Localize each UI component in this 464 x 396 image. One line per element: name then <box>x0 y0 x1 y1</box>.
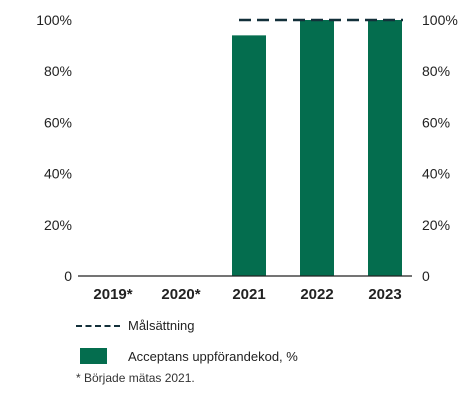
y-tick-label-right: 100% <box>422 12 458 28</box>
bar <box>368 20 402 276</box>
y-tick-label-right: 80% <box>422 63 450 79</box>
x-tick-label: 2020* <box>161 286 200 303</box>
legend-dash-marker <box>76 324 120 327</box>
y-tick-label-left: 80% <box>44 63 72 79</box>
bar <box>232 35 266 276</box>
chart-plot: 0 0 20% 20% 40% 40% 60% 60% 80% 80% 100% 100% 2019* 2… <box>36 12 458 303</box>
x-tick-label: 2023 <box>368 286 401 303</box>
y-tick-label-left: 40% <box>44 166 72 182</box>
legend-item-bar: Acceptans uppförandekod, % <box>76 348 298 364</box>
legend-bar-label: Acceptans uppförandekod, % <box>128 348 298 364</box>
legend-bar-swatch <box>80 348 107 364</box>
legend-target-label: Målsättning <box>128 318 195 333</box>
bar <box>300 20 334 276</box>
y-tick-label-left: 20% <box>44 217 72 233</box>
y-tick-label-left: 60% <box>44 114 72 130</box>
footnote: * Började mätas 2021. <box>76 371 195 385</box>
y-tick-label-left: 0 <box>64 268 72 284</box>
x-tick-label: 2021 <box>232 286 265 303</box>
y-tick-label-right: 60% <box>422 114 450 130</box>
y-tick-label-left: 100% <box>36 12 72 28</box>
x-tick-label: 2019* <box>93 286 132 303</box>
y-tick-label-right: 20% <box>422 217 450 233</box>
legend-item-target: Målsättning <box>76 318 194 333</box>
y-tick-label-right: 40% <box>422 166 450 182</box>
x-tick-label: 2022 <box>300 286 333 303</box>
y-tick-label-right: 0 <box>422 268 430 284</box>
